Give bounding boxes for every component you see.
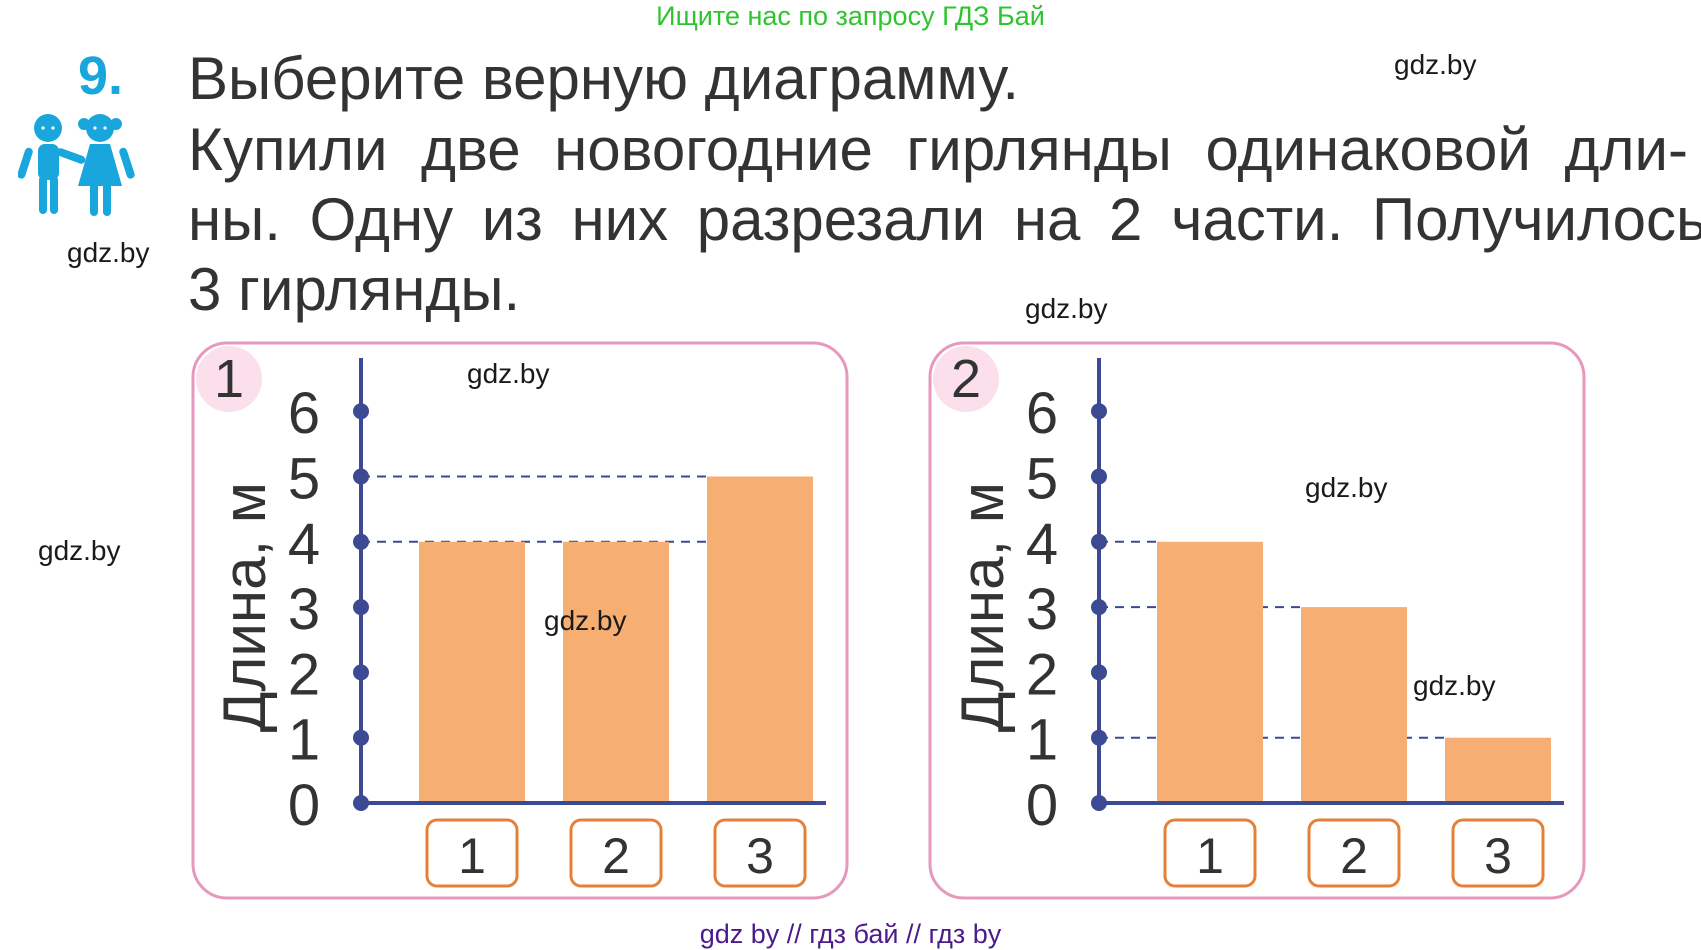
- y-tick-label: 1: [1026, 708, 1058, 773]
- y-tick-dot: [353, 403, 369, 420]
- category-box: [569, 818, 663, 888]
- task-body-line: 3 гирлянды.: [188, 256, 521, 323]
- y-tick-label: 5: [288, 447, 320, 512]
- category-box: [1451, 818, 1545, 888]
- y-tick-dot: [1091, 533, 1107, 550]
- task-number: 9.: [78, 46, 124, 106]
- bar-3: [1445, 737, 1551, 803]
- y-tick-label: 0: [288, 773, 320, 838]
- y-tick-dot: [353, 533, 369, 550]
- category-box: [713, 818, 807, 888]
- bar-3: [707, 476, 813, 803]
- task-body-line: ны. Одну из них разрезали на 2 части. По…: [188, 186, 1701, 253]
- bar-1: [1157, 541, 1263, 803]
- y-tick-label: 6: [1026, 381, 1058, 446]
- watermark: gdz.by: [544, 605, 627, 636]
- category-label: 1: [458, 828, 486, 884]
- y-tick-label: 6: [288, 381, 320, 446]
- y-tick-dot: [353, 795, 369, 811]
- task-body-line: Купили две новогодние гирлянды одинаково…: [188, 116, 1688, 183]
- panel-number-badge: [933, 346, 999, 412]
- y-tick-label: 2: [1026, 642, 1058, 707]
- watermark: gdz.by: [1413, 670, 1496, 701]
- footer: gdz by // гдз бай // гдз by: [699, 919, 1002, 949]
- watermark: gdz.by: [38, 535, 121, 566]
- category-box: [1307, 818, 1401, 888]
- y-tick-dot: [1091, 664, 1107, 681]
- y-tick-dot: [353, 599, 369, 616]
- bar-1: [419, 541, 525, 803]
- top-banner: Ищите нас по запросу ГДЗ Бай: [656, 1, 1045, 31]
- panel-number: 1: [214, 349, 244, 409]
- watermark: gdz.by: [67, 237, 150, 268]
- y-tick-dot: [353, 664, 369, 681]
- y-tick-label: 2: [288, 642, 320, 707]
- bar-2: [1301, 607, 1407, 803]
- category-label: 3: [746, 828, 774, 884]
- y-axis-label: Длина, м: [211, 482, 278, 732]
- watermark: gdz.by: [467, 358, 550, 389]
- y-tick-label: 0: [1026, 773, 1058, 838]
- y-axis-label: Длина, м: [949, 482, 1016, 732]
- watermark: gdz.by: [1025, 293, 1108, 324]
- y-tick-dot: [353, 468, 369, 485]
- y-tick-label: 5: [1026, 447, 1058, 512]
- children-icon: [17, 112, 138, 226]
- y-tick-dot: [1091, 468, 1107, 485]
- y-tick-dot: [353, 729, 369, 746]
- panel-number-badge: [196, 346, 262, 412]
- bar-2: [563, 541, 669, 803]
- watermark: gdz.by: [1394, 49, 1477, 80]
- y-tick-dot: [1091, 599, 1107, 616]
- y-tick-label: 4: [1026, 512, 1058, 577]
- y-tick-label: 1: [288, 708, 320, 773]
- y-tick-dot: [1091, 403, 1107, 420]
- y-tick-label: 4: [288, 512, 320, 577]
- category-label: 1: [1196, 828, 1224, 884]
- category-label: 3: [1484, 828, 1512, 884]
- category-label: 2: [602, 828, 630, 884]
- y-tick-label: 3: [288, 577, 320, 642]
- y-tick-dot: [1091, 729, 1107, 746]
- category-box: [1163, 818, 1257, 888]
- y-tick-dot: [1091, 795, 1107, 811]
- watermark: gdz.by: [1305, 472, 1388, 503]
- panel-number: 2: [951, 349, 981, 409]
- task-title: Выберите верную диаграмму.: [188, 45, 1020, 112]
- category-box: [425, 818, 519, 888]
- y-tick-label: 3: [1026, 577, 1058, 642]
- category-label: 2: [1340, 828, 1368, 884]
